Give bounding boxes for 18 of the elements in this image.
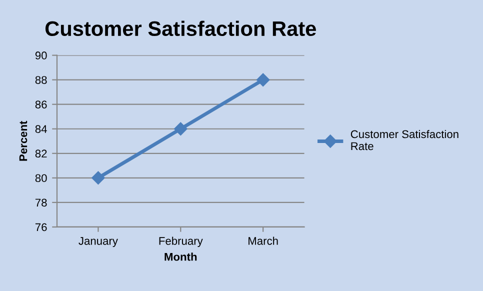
x-tick-label: March xyxy=(248,236,278,245)
y-axis-title: Percent xyxy=(19,120,28,161)
y-tick-label: 84 xyxy=(35,125,47,134)
y-tick-label: 76 xyxy=(35,223,47,232)
point xyxy=(256,73,270,86)
point xyxy=(174,122,188,136)
x-axis-title: Month xyxy=(164,252,197,261)
x-tick-label: February xyxy=(159,236,203,248)
y-tick-label: 78 xyxy=(35,198,47,207)
y-tick-label: 80 xyxy=(35,174,47,182)
legend-label: Customer Satisfaction Rate xyxy=(350,130,458,150)
point xyxy=(92,171,105,185)
x-tick-label: January xyxy=(78,237,118,248)
y-tick-label: 90 xyxy=(35,52,47,60)
chart-title: Customer Satisfaction Rate xyxy=(45,20,316,36)
y-tick-label: 82 xyxy=(35,150,47,158)
y-tick-label: 86 xyxy=(35,100,47,108)
y-tick-label: 88 xyxy=(35,76,47,84)
